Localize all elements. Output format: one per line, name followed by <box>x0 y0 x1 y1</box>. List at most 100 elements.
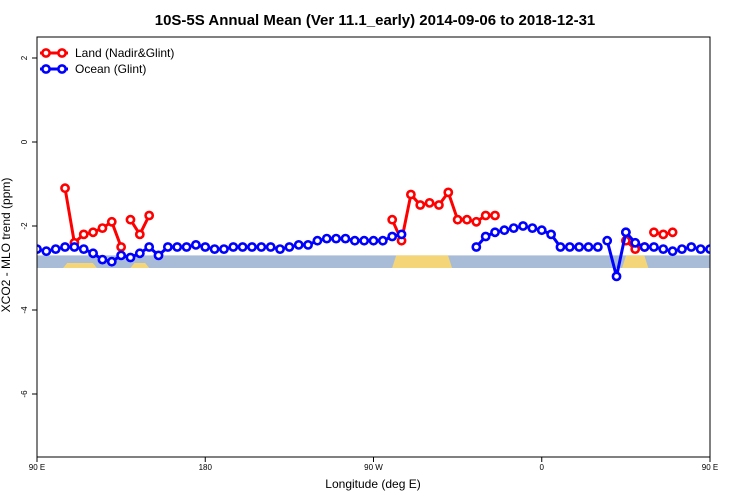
data-point <box>340 233 351 244</box>
legend-marker <box>57 64 67 74</box>
data-point <box>536 225 547 236</box>
data-point <box>499 225 510 236</box>
data-point <box>667 227 678 238</box>
legend-item: Land (Nadir&Glint) <box>40 46 174 60</box>
data-point <box>695 244 706 254</box>
legend-marker <box>57 48 67 58</box>
data-point <box>321 233 332 244</box>
data-point <box>97 254 108 265</box>
data-point <box>434 200 444 210</box>
data-point <box>480 210 491 221</box>
land-shape <box>392 255 453 268</box>
data-point <box>153 250 164 261</box>
data-point <box>649 242 659 252</box>
data-point <box>69 242 80 252</box>
data-point <box>602 235 613 246</box>
data-point <box>41 246 52 257</box>
y-tick-label: -4 <box>20 306 29 314</box>
data-point <box>415 200 426 210</box>
x-tick-label: 90 W <box>364 463 383 472</box>
data-point <box>237 242 248 252</box>
data-point <box>443 187 454 198</box>
data-point <box>78 244 89 254</box>
data-point <box>555 242 566 252</box>
data-point <box>387 214 398 225</box>
data-point <box>471 242 482 252</box>
data-point <box>106 256 117 267</box>
data-point <box>106 216 117 227</box>
data-point <box>312 235 323 246</box>
y-axis: 2 0 -2 -4 -6 <box>20 55 37 398</box>
data-point <box>303 239 313 250</box>
data-point <box>649 227 659 238</box>
legend-marker <box>41 64 51 74</box>
data-point <box>574 242 585 252</box>
data-point <box>377 235 388 246</box>
y-tick-label: -2 <box>20 222 29 230</box>
data-point <box>667 246 678 257</box>
data-point <box>359 235 370 246</box>
x-axis: 90 E 180 90 W 0 90 E <box>29 457 718 472</box>
x-tick-label: 0 <box>540 463 545 472</box>
data-point <box>293 239 304 250</box>
data-point <box>611 271 622 282</box>
data-point <box>275 244 285 254</box>
series-layer <box>37 183 710 282</box>
data-point <box>686 242 697 252</box>
data-point <box>639 242 650 252</box>
data-point <box>134 229 145 240</box>
data-point <box>452 214 463 225</box>
data-point <box>284 242 295 252</box>
data-point <box>405 189 416 200</box>
data-point <box>265 242 276 252</box>
legend-label: Ocean (Glint) <box>75 62 146 76</box>
x-tick-label: 180 <box>199 463 213 472</box>
x-tick-label: 90 E <box>702 463 718 472</box>
data-point <box>116 250 127 261</box>
data-point <box>134 248 145 259</box>
data-point <box>200 242 211 252</box>
data-point <box>191 239 201 250</box>
data-point <box>228 242 239 252</box>
ocean-band <box>37 255 710 268</box>
data-point <box>162 242 173 252</box>
data-point <box>527 223 538 233</box>
data-point <box>247 242 257 252</box>
data-point <box>518 221 528 231</box>
data-point <box>677 244 687 254</box>
y-tick-label: -6 <box>20 390 29 398</box>
land-shape <box>63 262 97 268</box>
data-point <box>387 231 398 242</box>
land-shape <box>130 262 150 268</box>
data-point <box>60 242 70 252</box>
legend-label: Land (Nadir&Glint) <box>75 46 174 60</box>
data-point <box>620 227 631 238</box>
data-point <box>508 223 519 233</box>
data-point <box>60 183 70 194</box>
background-map <box>37 255 710 268</box>
data-point <box>256 242 267 252</box>
data-point <box>424 197 435 208</box>
data-point <box>97 223 108 233</box>
data-point <box>219 244 229 254</box>
data-point <box>546 229 556 240</box>
data-point <box>658 244 669 254</box>
data-point <box>630 237 641 248</box>
data-point <box>396 229 407 240</box>
data-point <box>462 214 472 225</box>
data-point <box>125 214 136 225</box>
legend-marker <box>41 48 51 58</box>
data-point <box>658 229 669 240</box>
chart-title: 10S-5S Annual Mean (Ver 11.1_early) 2014… <box>155 12 596 29</box>
land-shape <box>622 255 649 268</box>
data-point <box>50 244 61 254</box>
x-axis-label: Longitude (deg E) <box>325 477 420 491</box>
data-point <box>331 233 342 244</box>
legend: Land (Nadir&Glint) Ocean (Glint) <box>40 46 174 76</box>
data-point <box>349 235 360 246</box>
x-tick-label: 90 E <box>29 463 45 472</box>
data-point <box>490 227 500 238</box>
series-ocean-glint- <box>37 221 710 282</box>
